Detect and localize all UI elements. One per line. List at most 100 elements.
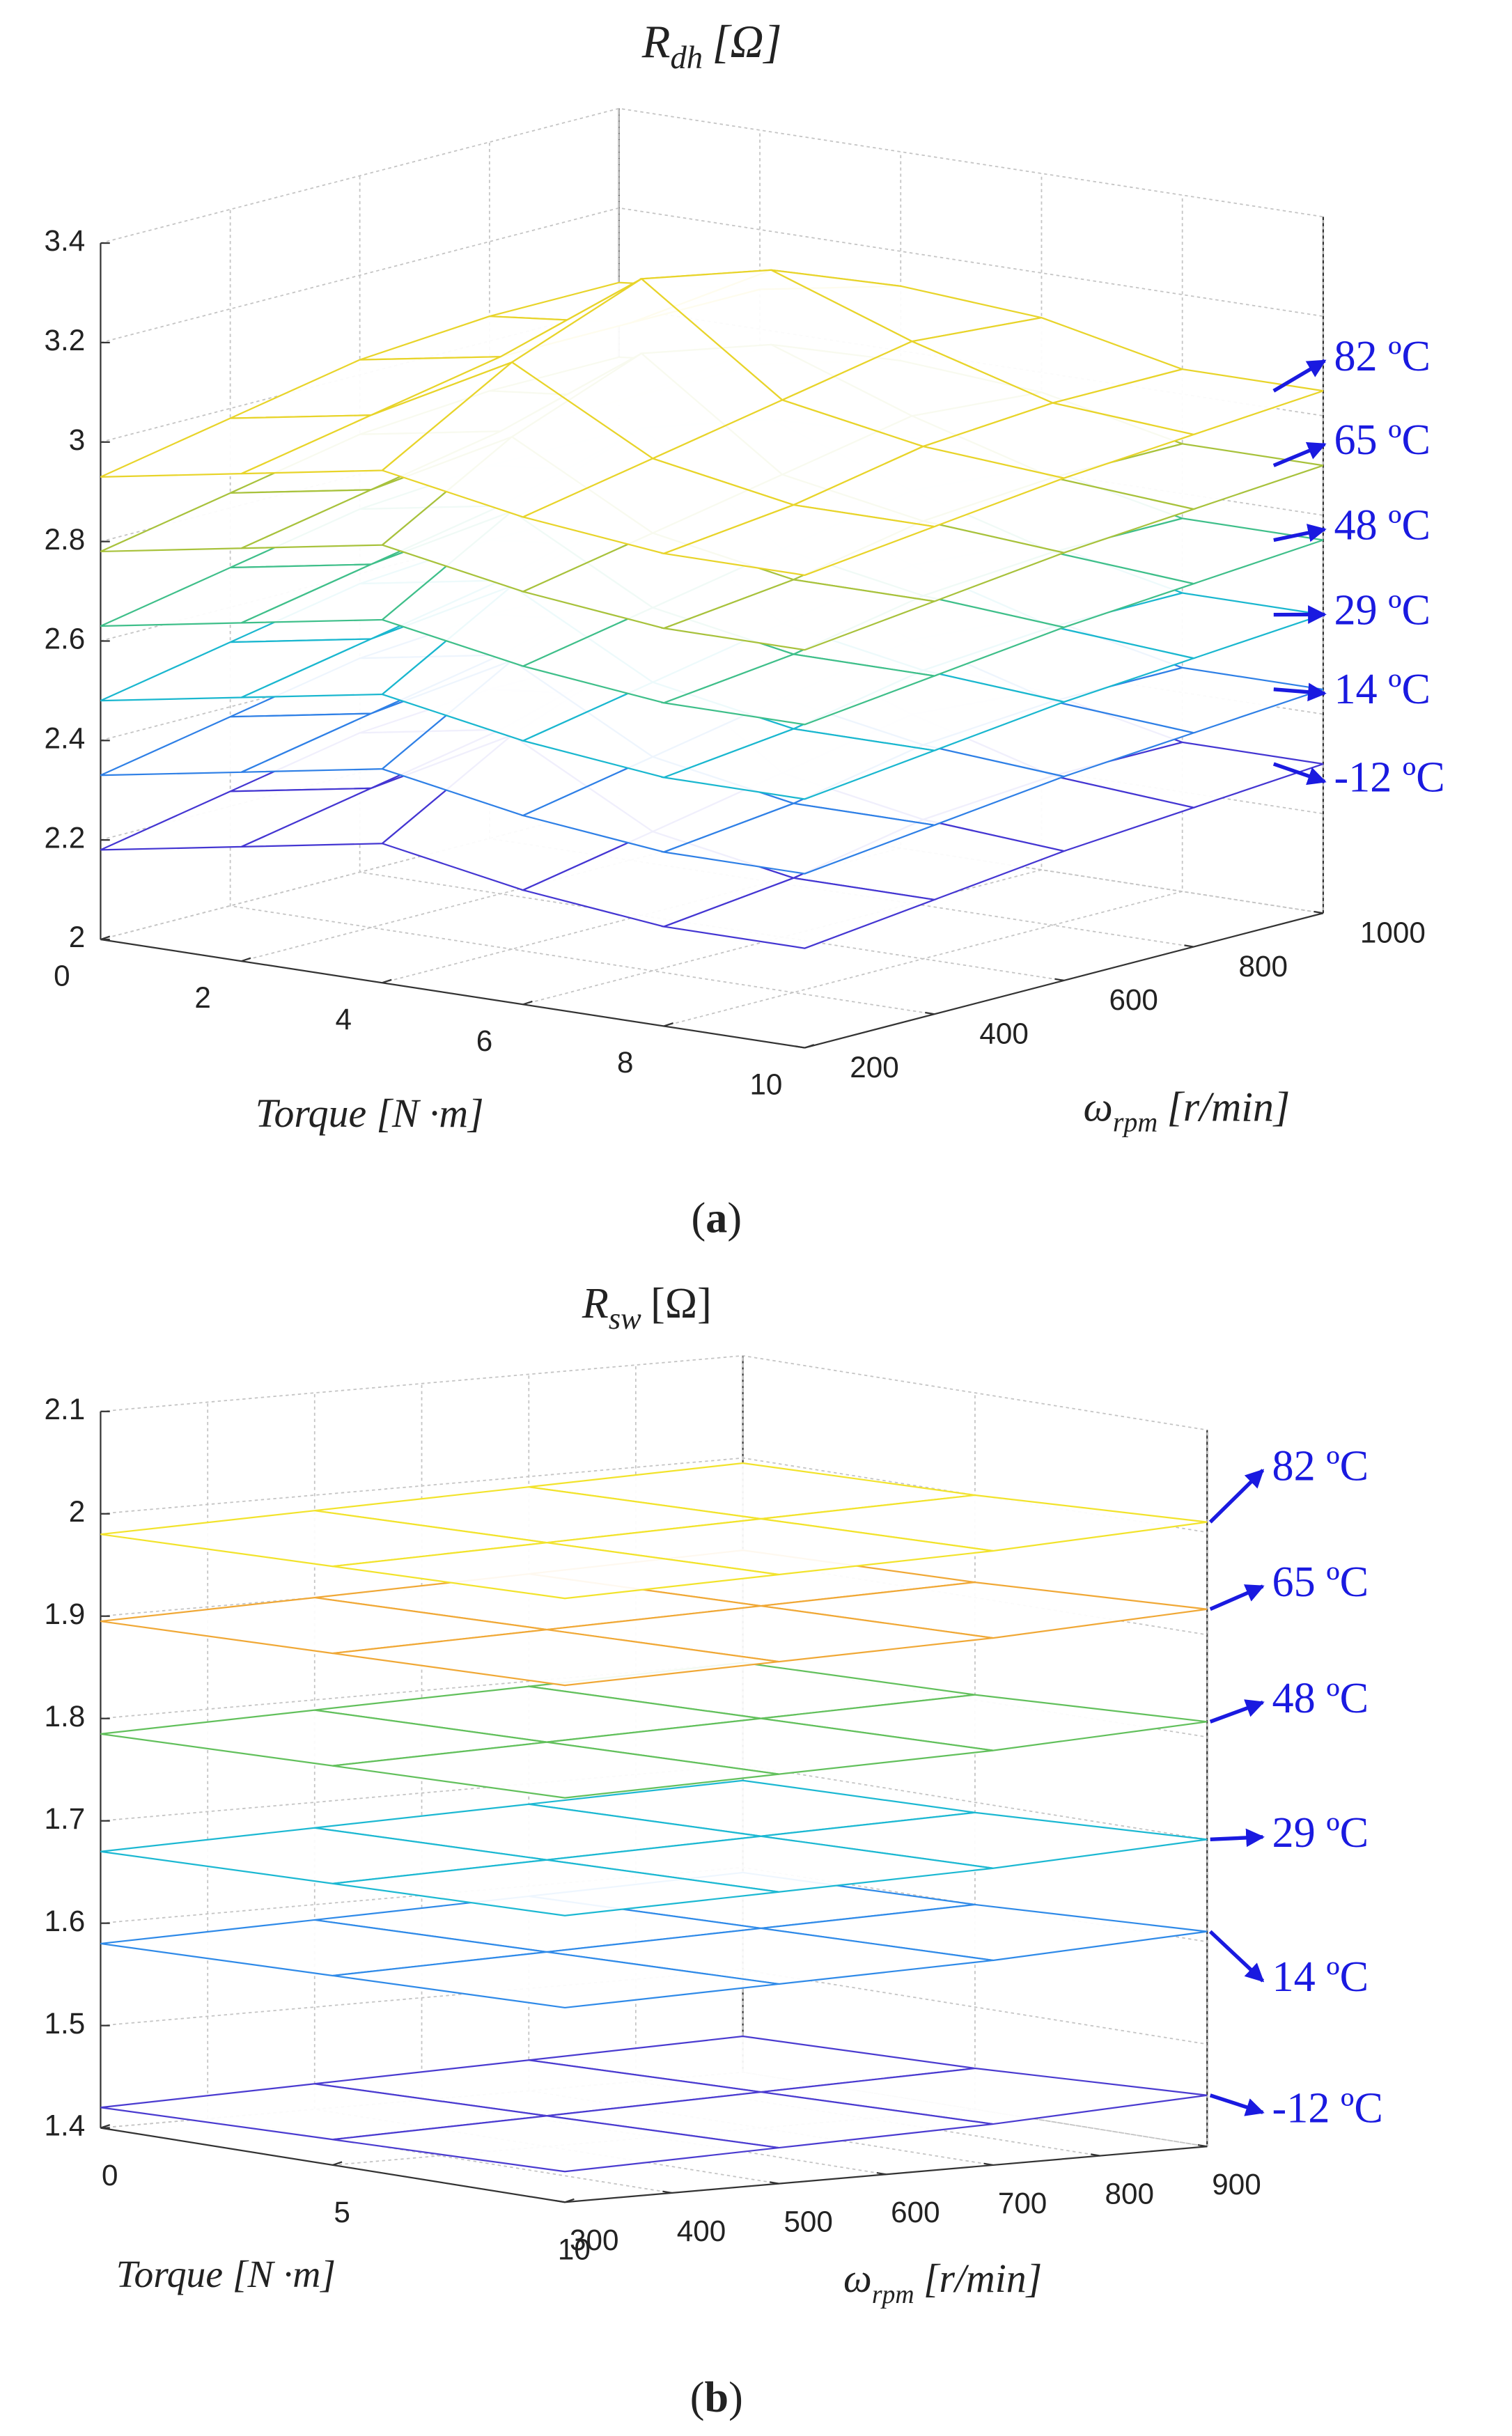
x-tick: [241, 957, 251, 962]
label-arrow: [1273, 524, 1327, 542]
label-arrow: [1272, 442, 1327, 467]
surface-cell: [332, 1628, 779, 1687]
caption-open: (: [690, 2374, 705, 2421]
x-tick-label: 2: [194, 981, 210, 1014]
y-tick: [876, 2171, 887, 2176]
z-tick-label: 2.2: [45, 821, 86, 854]
x-tick: [100, 2124, 111, 2129]
y-tick-label: 600: [1109, 983, 1158, 1016]
label-arrow: [1208, 1930, 1265, 1983]
legend-label: 48 ºC: [1272, 1675, 1369, 1722]
y-tick-label: 300: [570, 2224, 618, 2256]
y-tick-label: 400: [979, 1017, 1028, 1050]
y-label-symbol: ω: [1083, 1084, 1112, 1130]
x-axis-label: Torque [N ·m]: [116, 2253, 336, 2296]
x-axis-label: Torque [N ·m]: [256, 1092, 484, 1136]
y-tick-label: 400: [677, 2215, 726, 2247]
y-label-subscript: rpm: [1113, 1107, 1158, 1138]
chart-title: Rdh [Ω]: [641, 17, 782, 75]
surface-cell: [660, 877, 938, 949]
legend-label: 65 ºC: [1334, 416, 1431, 464]
label-arrow: [1209, 2093, 1265, 2116]
x-tick-label: 0: [102, 2159, 118, 2192]
x-tick-label: 4: [336, 1003, 352, 1036]
x-tick: [564, 2198, 575, 2203]
legend-label: 14 ºC: [1272, 1953, 1369, 2001]
y-tick: [1184, 944, 1194, 948]
axis-line: [100, 938, 805, 1049]
title-subscript: sw: [609, 1301, 641, 1336]
surface-cell: [660, 653, 938, 726]
x-tick-label: 10: [749, 1068, 782, 1100]
surface-cell: [332, 1859, 779, 1916]
y-axis-label: ωrpm [r/min]: [1083, 1084, 1290, 1137]
x-tick: [332, 2161, 343, 2166]
x-tick-label: 0: [54, 960, 70, 992]
surface-cell: [660, 802, 938, 875]
y-grid-line: [207, 1402, 672, 2194]
surface-cell: [660, 579, 938, 651]
chart-a: 2 2.2 2.4 2.6 2.8 3 3.2 3.4 0 2 4 6 8 10 200 400 600 800 1…: [45, 107, 1445, 1100]
z-tick-label: 2.4: [45, 721, 86, 754]
chart-title: Rsw [Ω]: [582, 1280, 712, 1336]
z-tick-label: 2.1: [45, 1393, 86, 1426]
z-grid-line: [100, 207, 1324, 343]
z-tick-label: 2: [69, 921, 85, 953]
x-tick-label: 5: [334, 2196, 350, 2228]
x-tick: [382, 978, 392, 984]
caption-letter: a: [706, 1195, 727, 1242]
legend-label: 65 ºC: [1272, 1559, 1369, 1606]
title-symbol: R: [641, 17, 671, 68]
caption: (b): [690, 2374, 743, 2421]
y-tick: [1091, 2153, 1100, 2157]
y-tick: [769, 2181, 779, 2185]
y-tick: [1054, 978, 1064, 982]
y-tick-label: 700: [998, 2187, 1047, 2219]
y-tick: [1314, 910, 1324, 914]
y-tick-label: 200: [850, 1051, 898, 1084]
z-tick-label: 3.2: [45, 324, 86, 357]
label-arrow: [1210, 1828, 1265, 1848]
caption-open: (: [692, 1195, 706, 1242]
y-tick: [795, 1045, 805, 1049]
y-tick: [983, 2162, 994, 2166]
y-label-unit: [r/min]: [1167, 1084, 1291, 1130]
x-tick: [522, 1000, 533, 1006]
z-tick-label: 1.9: [45, 1598, 86, 1630]
z-tick-label: 1.5: [45, 2007, 86, 2040]
surface-cell: [660, 503, 938, 577]
z-tick-label: 3.4: [45, 224, 86, 257]
surface-cell: [332, 1741, 779, 1799]
y-tick-label: 1000: [1360, 916, 1426, 949]
y-label-subscript: rpm: [872, 2279, 914, 2309]
z-tick-label: 2: [69, 1495, 85, 1528]
y-tick-label: 800: [1239, 950, 1288, 983]
z-tick-label: 1.7: [45, 1802, 86, 1835]
surface-cell: [660, 728, 938, 800]
z-tick-label: 3: [69, 423, 85, 456]
label-arrow: [1209, 1699, 1265, 1724]
caption-close: ): [728, 2374, 743, 2421]
label-arrow: [1273, 682, 1327, 702]
x-tick: [804, 1044, 815, 1049]
label-arrow: [1209, 1584, 1265, 1611]
y-label-symbol: ω: [843, 2257, 872, 2301]
label-arrow: [1272, 762, 1327, 786]
legend-label: 14 ºC: [1334, 666, 1431, 713]
y-tick-label: 600: [891, 2196, 940, 2228]
legend-label: 29 ºC: [1272, 1809, 1369, 1857]
label-arrow: [1272, 359, 1327, 393]
legend-label: -12 ºC: [1334, 754, 1444, 802]
x-tick-label: 8: [617, 1046, 633, 1079]
z-tick-label: 2.6: [45, 623, 86, 655]
title-symbol: R: [582, 1280, 609, 1327]
x-tick-label: 10: [558, 2233, 591, 2266]
title-unit: [Ω]: [712, 17, 781, 68]
y-tick-label: 800: [1105, 2178, 1154, 2210]
caption: (a): [692, 1195, 742, 1242]
surface-cell: [332, 1542, 779, 1600]
legend-label: 48 ºC: [1334, 501, 1431, 549]
title-unit: [Ω]: [650, 1280, 712, 1327]
legend-label: 82 ºC: [1334, 333, 1431, 380]
